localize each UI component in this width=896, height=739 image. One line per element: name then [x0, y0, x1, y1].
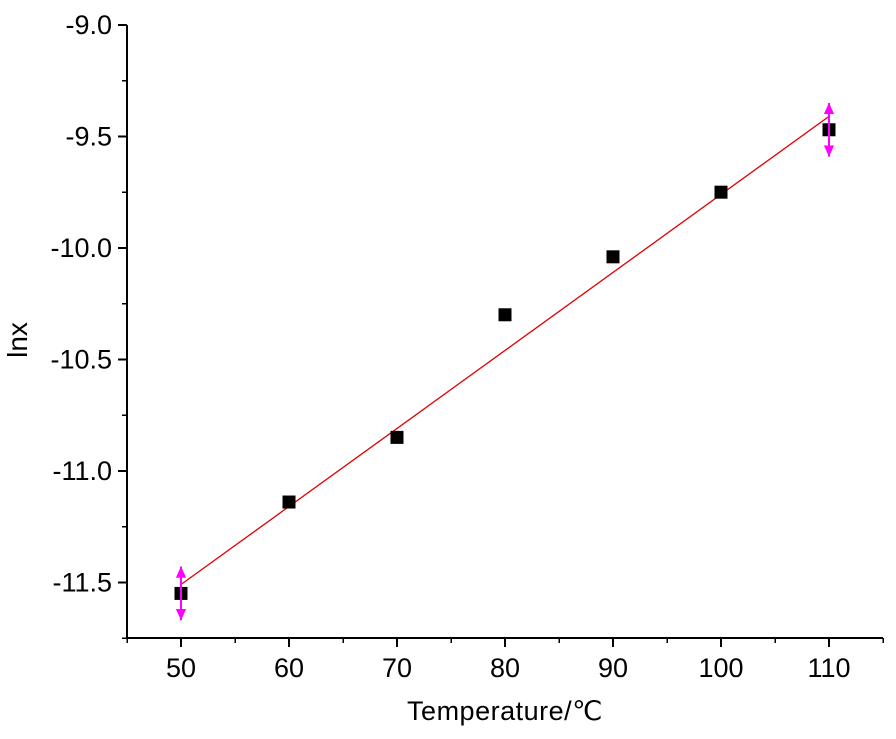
- y-tick-label: -9.0: [65, 10, 112, 40]
- error-bar-arrow-down: [824, 145, 834, 157]
- error-bar-arrow-down: [176, 609, 186, 621]
- y-tick-label: -10.0: [50, 233, 112, 263]
- x-tick-label: 50: [166, 653, 196, 683]
- y-tick-label: -11.5: [52, 567, 112, 597]
- data-point: [282, 495, 296, 509]
- error-bar-arrow-up: [824, 103, 834, 115]
- data-point: [498, 308, 512, 322]
- fit-line: [180, 115, 830, 586]
- x-tick-label: 100: [698, 653, 743, 683]
- data-point: [714, 185, 728, 199]
- x-tick-label: 90: [598, 653, 628, 683]
- y-tick-label: -10.5: [50, 344, 112, 374]
- data-point: [606, 250, 620, 264]
- y-tick-label: -11.0: [52, 456, 112, 486]
- x-tick-label: 80: [490, 653, 520, 683]
- y-axis-title: lnx: [2, 322, 33, 358]
- data-point: [390, 430, 404, 444]
- x-axis-title: Temperature/℃: [407, 696, 603, 726]
- x-tick-label: 70: [382, 653, 412, 683]
- x-tick-label: 110: [807, 653, 850, 683]
- x-tick-label: 60: [274, 653, 304, 683]
- error-bar-arrow-up: [176, 566, 186, 578]
- y-tick-label: -9.5: [65, 121, 112, 151]
